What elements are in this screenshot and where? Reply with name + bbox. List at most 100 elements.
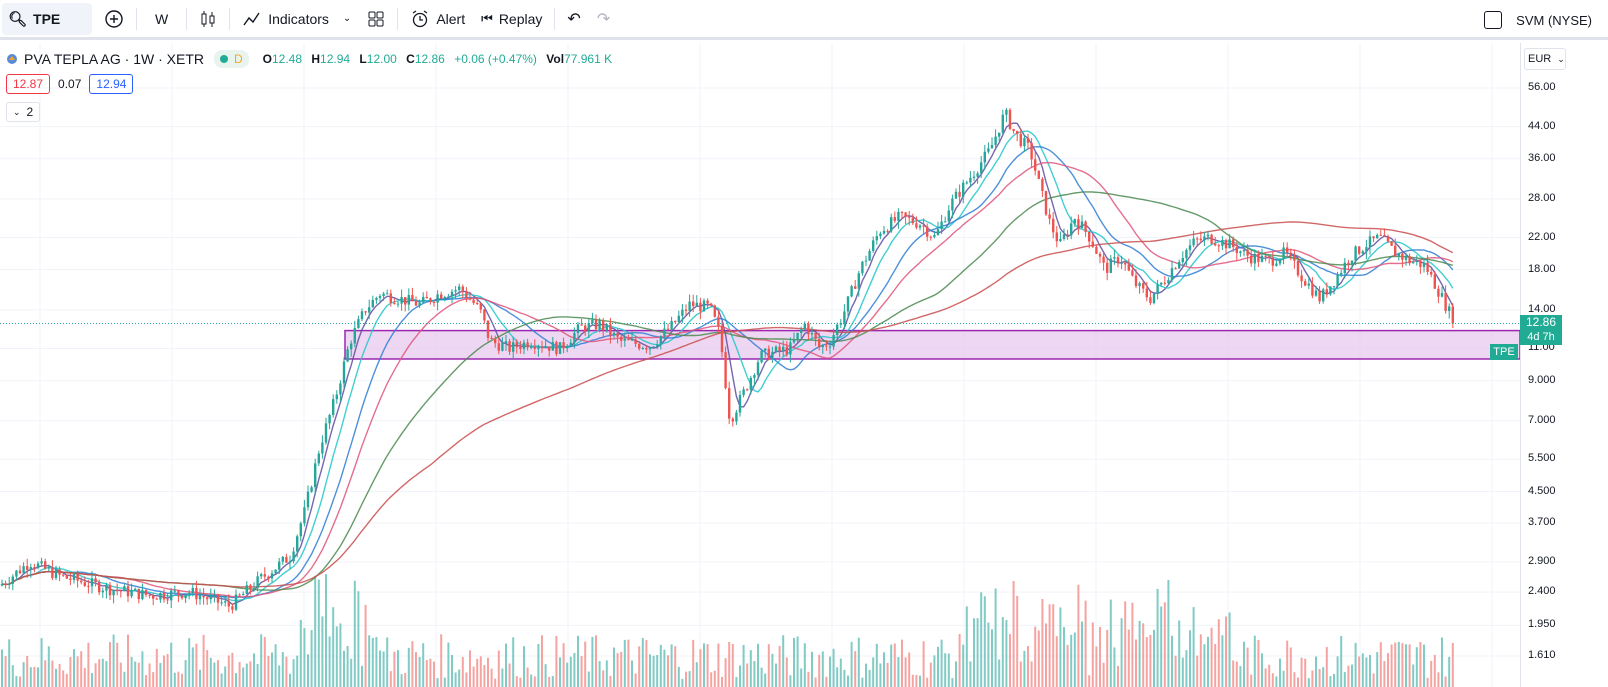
candle-body — [659, 335, 662, 345]
volume-bar — [836, 667, 839, 687]
volume-bar — [1451, 642, 1454, 687]
candle — [1304, 278, 1307, 287]
candle — [749, 375, 752, 395]
candle-body — [422, 296, 425, 303]
candle-body — [756, 362, 760, 376]
candle — [245, 581, 248, 595]
price-scale[interactable] — [1520, 43, 1608, 687]
candle — [591, 312, 594, 325]
candle-body — [1260, 255, 1264, 262]
volume-bar — [1412, 664, 1415, 687]
volume-bar — [1300, 657, 1303, 687]
market-status-badge[interactable]: D — [213, 50, 249, 68]
price-chart[interactable] — [0, 43, 1520, 687]
compare-checkbox[interactable] — [1484, 11, 1503, 29]
candle — [1044, 190, 1048, 216]
candle-body — [382, 293, 385, 297]
interval-button[interactable]: W — [155, 10, 169, 27]
candle-body — [411, 294, 414, 302]
candle-body — [551, 342, 554, 351]
candle-body — [256, 576, 259, 589]
candle — [1160, 282, 1163, 287]
volume-bar — [155, 648, 158, 687]
replay-button[interactable]: ⏮︎ Replay — [473, 3, 550, 35]
candle-body — [922, 225, 925, 227]
rewind-icon: ⏮︎ — [481, 10, 493, 26]
candle-body — [504, 341, 508, 344]
candle — [512, 336, 515, 359]
buy-price-button[interactable]: 12.94 — [89, 74, 134, 94]
candle — [216, 593, 220, 611]
volume-bar — [1091, 622, 1094, 687]
volume-bar — [893, 643, 896, 687]
candle — [1221, 236, 1224, 251]
undo-button[interactable]: ↶ — [559, 3, 588, 35]
volume-bar — [537, 644, 540, 687]
candle — [47, 564, 50, 572]
candle-body — [360, 311, 364, 320]
candle — [51, 560, 54, 580]
volume-bar — [361, 665, 363, 687]
candle — [472, 296, 475, 305]
symbol-search-button[interactable]: 🔍︎ TPE — [2, 2, 92, 35]
volume-bar — [184, 660, 187, 687]
candle — [285, 553, 288, 563]
candle — [447, 293, 450, 298]
candle — [1228, 234, 1231, 249]
indicators-button[interactable]: Indicators ⌄ — [234, 3, 359, 35]
price-tick-label: 9.000 — [1528, 373, 1556, 386]
volume-bar — [872, 657, 875, 687]
compare-toggle[interactable]: SVM (NYSE) — [1484, 4, 1592, 36]
candle-body — [1185, 249, 1188, 258]
candle-body — [375, 297, 378, 300]
candle-body — [1336, 274, 1339, 287]
candle — [796, 332, 799, 343]
volume-bar — [145, 675, 147, 687]
currency-selector[interactable]: EUR ⌄ — [1524, 48, 1566, 70]
candle-body — [843, 311, 846, 323]
candle — [353, 320, 356, 348]
candle-body — [821, 345, 824, 348]
candle — [1080, 215, 1084, 229]
candle — [1250, 249, 1253, 267]
candle-body — [260, 574, 263, 577]
indicators-collapse-button[interactable]: ⌄ 2 — [6, 102, 41, 122]
compare-add-button[interactable] — [96, 3, 132, 35]
volume-bar — [494, 678, 497, 687]
candle-body — [1289, 252, 1292, 256]
volume-bar — [238, 662, 241, 687]
volume-bar — [562, 643, 565, 687]
volume-bar — [1264, 668, 1267, 687]
candle — [728, 381, 731, 425]
volume-bar — [933, 655, 936, 687]
templates-button[interactable] — [359, 3, 393, 35]
volume-bar — [479, 656, 482, 687]
candle-body — [620, 336, 623, 341]
candle — [90, 571, 94, 594]
sell-price-button[interactable]: 12.87 — [6, 74, 51, 94]
candle — [544, 339, 547, 349]
candle — [1242, 242, 1246, 257]
volume-bar — [263, 636, 266, 687]
candle — [148, 594, 151, 599]
symbol-title[interactable]: PVA TEPLA AG · 1W · XETR — [24, 51, 204, 67]
volume-bar — [389, 671, 392, 687]
redo-button[interactable]: ↷ — [589, 3, 618, 35]
chart-type-button[interactable] — [191, 3, 225, 35]
alert-button[interactable]: Alert — [402, 3, 473, 35]
price-tick-label: 14.00 — [1528, 302, 1556, 315]
candle-body — [1203, 236, 1206, 241]
volume-bar — [314, 575, 317, 687]
candle — [580, 318, 583, 326]
candle — [137, 588, 140, 604]
candle-body — [202, 595, 205, 598]
candle — [317, 450, 320, 466]
candle — [44, 558, 47, 570]
volume-bar — [249, 661, 252, 687]
volume-bar — [940, 639, 943, 687]
candle — [1091, 234, 1094, 249]
candle — [735, 410, 738, 425]
candle-body — [1354, 246, 1357, 261]
candle — [753, 373, 756, 386]
candle — [922, 218, 925, 235]
